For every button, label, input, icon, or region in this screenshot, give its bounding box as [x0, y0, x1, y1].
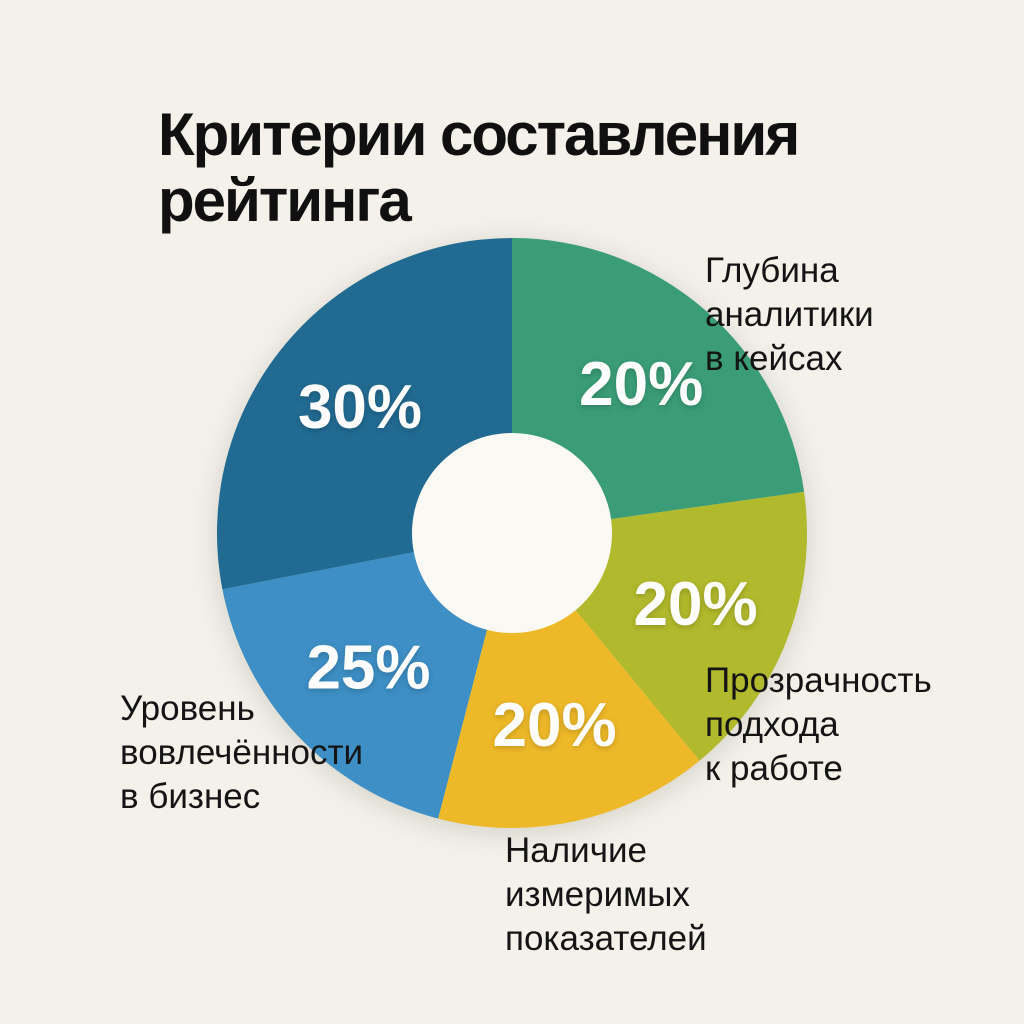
- pie-segment-4: [222, 533, 512, 819]
- donut-hole: [412, 433, 612, 633]
- segment-label-transparency: Прозрачность подхода к работе: [705, 661, 932, 788]
- segment-label-measurable-metrics: Наличие измеримых показателей: [505, 831, 707, 958]
- segment-value-label-2: 20%: [634, 570, 758, 639]
- segment-value-label-5: 30%: [298, 373, 422, 442]
- segment-label-analytics-depth: Глубина аналитики в кейсах: [705, 251, 874, 378]
- segment-value-label-1: 20%: [579, 350, 703, 419]
- segment-label-business-involvement: Уровень вовлечённости в бизнес: [120, 689, 364, 816]
- segment-value-label-3: 20%: [493, 691, 617, 760]
- segment-value-label-4: 25%: [306, 634, 430, 703]
- pie-segment-1: [512, 238, 805, 533]
- page-title: Критерии составления рейтинга: [158, 101, 800, 235]
- donut-group: [216, 237, 807, 828]
